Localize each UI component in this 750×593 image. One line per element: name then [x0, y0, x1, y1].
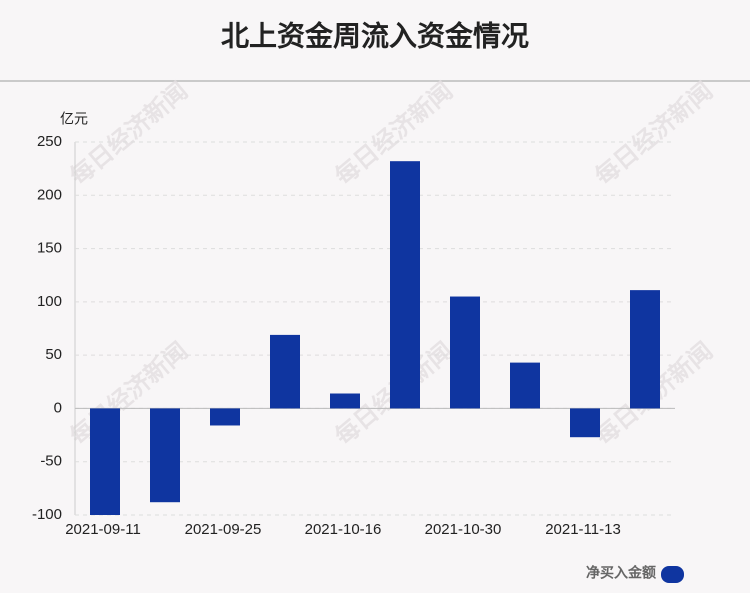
- bar: [630, 290, 660, 409]
- y-tick-label: 100: [37, 293, 62, 310]
- bar: [570, 408, 600, 438]
- x-tick-label: 2021-10-30: [425, 521, 502, 538]
- bar: [150, 408, 180, 503]
- watermark: 每日经济新闻: [590, 77, 718, 191]
- bar: [90, 408, 120, 515]
- bar: [270, 334, 300, 409]
- bar: [510, 362, 540, 409]
- x-tick-label: 2021-09-11: [65, 521, 141, 538]
- x-tick-label: 2021-10-16: [305, 521, 382, 538]
- watermark: 每日经济新闻: [65, 77, 193, 191]
- chart-title: 北上资金周流入资金情况: [221, 19, 529, 51]
- y-tick-label: 200: [37, 186, 62, 203]
- y-tick-label: -100: [32, 506, 62, 523]
- plot: -100 -50 0 50 100 150 200 250 2021-09-11 2021-09-…: [32, 133, 675, 538]
- y-tick-label: -50: [40, 453, 62, 470]
- legend-label: 净买入金额: [586, 565, 656, 581]
- y-unit: 亿元: [60, 111, 88, 127]
- bar: [390, 161, 420, 409]
- y-tick-label: 50: [45, 346, 62, 363]
- bar: [210, 408, 240, 426]
- y-tick-label: 0: [54, 399, 62, 416]
- x-tick-label: 2021-11-13: [545, 521, 621, 538]
- bar: [330, 393, 360, 409]
- y-tick-label: 150: [37, 240, 62, 257]
- bar: [450, 296, 480, 409]
- x-tick-label: 2021-09-25: [185, 521, 262, 538]
- y-tick-label: 250: [37, 133, 62, 150]
- legend-swatch: [661, 566, 684, 583]
